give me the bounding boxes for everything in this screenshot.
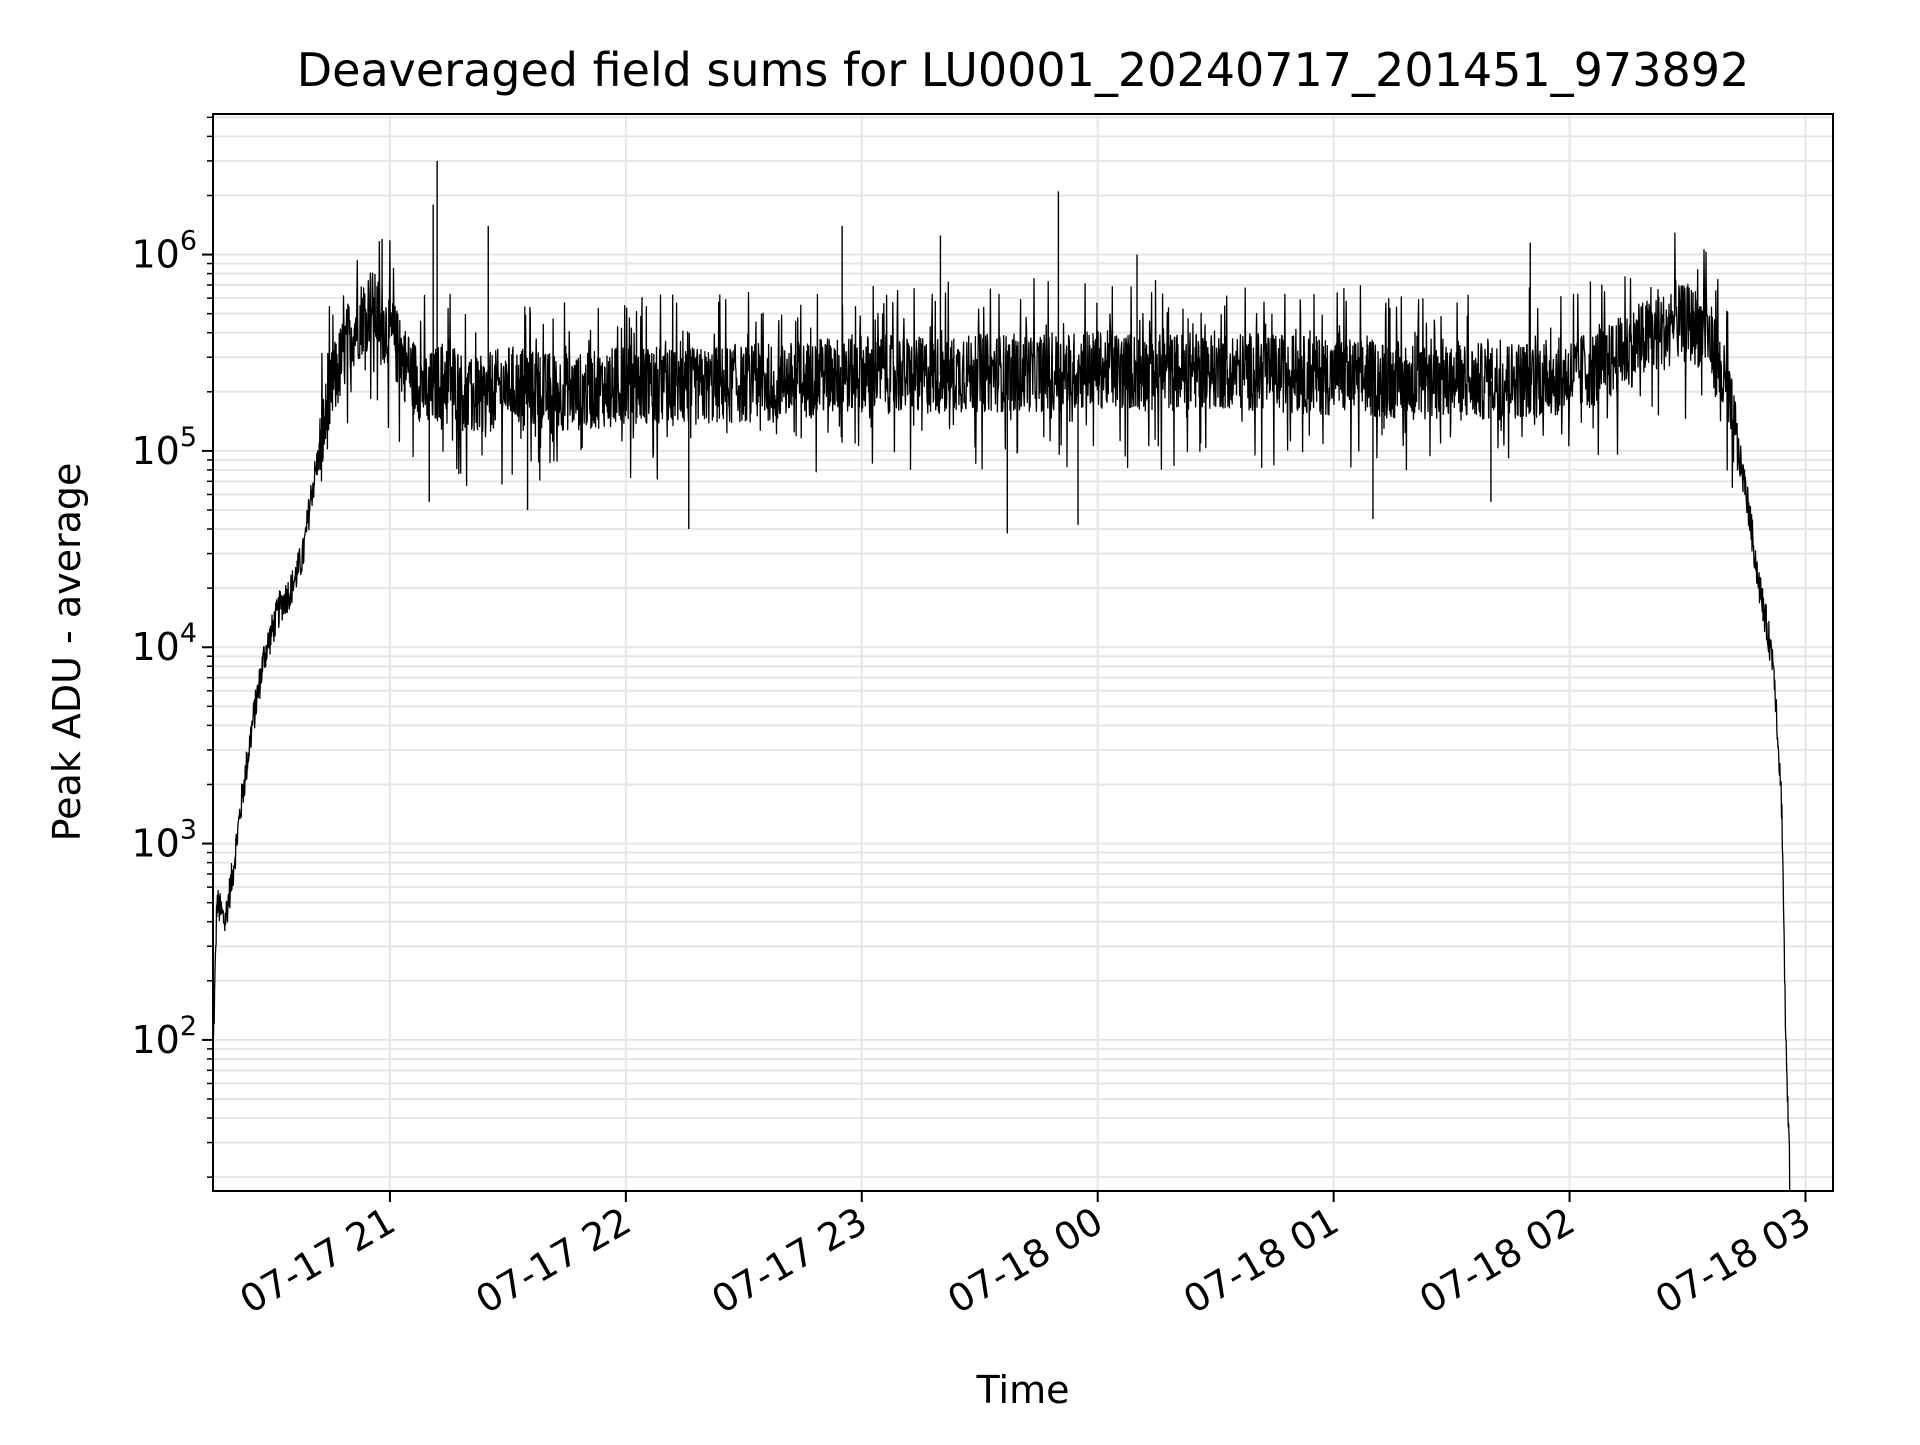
data-layer (212, 160, 1791, 1191)
y-tick-label: 103 (131, 815, 197, 866)
grid (213, 114, 1833, 1191)
y-axis-label: Peak ADU - average (45, 463, 89, 842)
y-tick-label: 104 (131, 618, 197, 669)
axes-frame (212, 113, 1834, 1192)
y-tick-label: 102 (131, 1011, 197, 1062)
x-axis-label: Time (976, 1368, 1070, 1412)
y-tick-label: 106 (131, 226, 197, 277)
y-tick-label: 105 (131, 422, 197, 473)
chart-title: Deaveraged field sums for LU0001_2024071… (297, 43, 1750, 97)
series-line (212, 232, 1791, 1191)
